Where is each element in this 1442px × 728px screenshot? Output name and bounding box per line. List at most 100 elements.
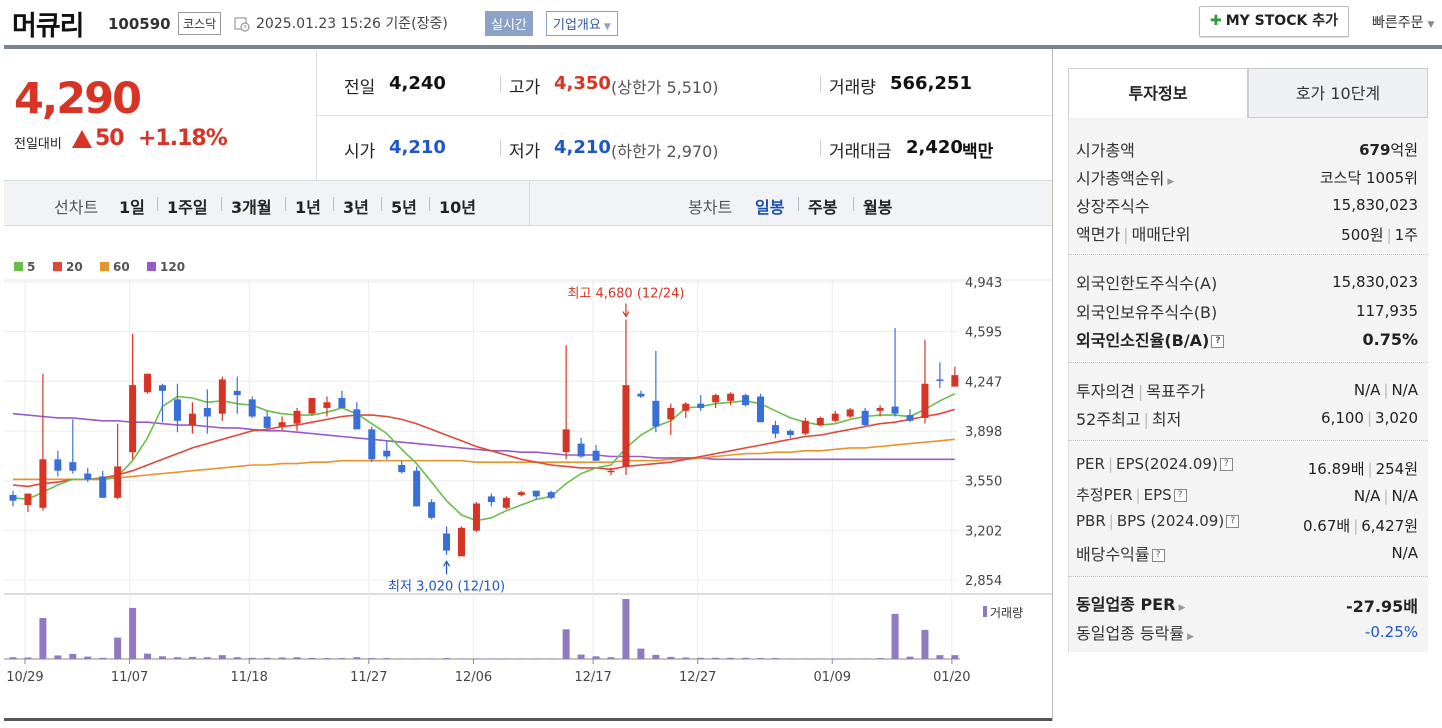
volume-bar (353, 657, 361, 659)
mystock-add-button[interactable]: ✚ MY STOCK 추가 (1199, 6, 1349, 37)
volume-legend-label: 거래량 (990, 606, 1023, 620)
candle-body (906, 415, 914, 421)
candle-body (443, 533, 451, 551)
help-icon[interactable]: ? (1219, 458, 1233, 471)
candle-body (129, 385, 137, 453)
volume-bar (891, 613, 899, 659)
candle-week[interactable]: 주봉 (808, 198, 838, 217)
candle-body (622, 385, 630, 467)
divider (429, 197, 430, 211)
low-label: 저가 (509, 142, 541, 162)
quick-order-link[interactable]: 빠른주문 ▼ (1372, 12, 1434, 32)
volume-bar (547, 658, 555, 660)
stock-name: 머큐리 (12, 11, 85, 42)
divider (1068, 254, 1428, 255)
candle-body (562, 429, 570, 453)
volume-bar (697, 657, 705, 659)
volume-bar (443, 658, 451, 660)
candle-body (188, 413, 196, 426)
par-label: 액면가 (1076, 225, 1121, 244)
candle-body (144, 373, 152, 393)
divider (1068, 362, 1428, 363)
tab-orderbook-10[interactable]: 호가 10단계 (1248, 68, 1428, 118)
volume-bar (248, 657, 256, 659)
market-cap-rank: 코스닥 1005위 (1319, 169, 1418, 187)
candle-body (99, 476, 107, 498)
volume-bar (622, 599, 630, 659)
investment-info-panel (1068, 118, 1428, 652)
sector-rate: -0.25% (1364, 623, 1418, 641)
dividend-label: 배당수익률? (1076, 541, 1165, 565)
period-1y[interactable]: 1년 (295, 198, 321, 217)
period-3m[interactable]: 3개월 (231, 198, 272, 217)
amount-label: 거래대금 (829, 142, 892, 162)
candle-body (338, 397, 346, 408)
candle-body (532, 490, 540, 497)
volume-bar (398, 658, 406, 660)
market-cap-rank-link[interactable]: 시가총액순위 ▶ (1076, 165, 1174, 189)
candle-body (84, 473, 92, 480)
legend-label: 20 (66, 260, 83, 274)
volume-bar (413, 658, 421, 660)
period-bar (4, 180, 1052, 226)
sector-per-link[interactable]: 동일업종 PER ▶ (1076, 591, 1185, 615)
period-1w[interactable]: 1주일 (167, 198, 208, 217)
candle-body (159, 385, 166, 391)
volume-bar (308, 657, 316, 659)
candle-body (248, 399, 256, 417)
caret-right-icon: ▶ (1167, 177, 1175, 187)
price-chart[interactable]: 5 20 60 120 4,943 4,595 4,247 3,898 3,550 3,202 2,… (0, 240, 1052, 690)
sector-per-label: 동일업종 PER (1076, 595, 1176, 614)
candle-body (607, 470, 615, 473)
x-tick-label: 11/27 (350, 670, 387, 685)
volume-bar (383, 658, 391, 660)
candle-body (592, 450, 600, 461)
corp-info-dropdown[interactable]: 기업개요 ▼ (546, 11, 618, 36)
candle-body (816, 417, 824, 426)
w52-value: 6,100 | 3,020 (1321, 409, 1418, 427)
period-1d[interactable]: 1일 (119, 198, 145, 217)
par-value: 500원 (1341, 226, 1384, 244)
help-icon[interactable]: ? (1226, 515, 1240, 528)
foreign-hold: 117,935 (1355, 302, 1418, 320)
candle-body (263, 416, 271, 428)
divider (157, 197, 158, 211)
realtime-button[interactable]: 실시간 (485, 11, 533, 36)
volume-bar (323, 658, 331, 660)
volume-bar (786, 658, 794, 660)
candle-day[interactable]: 일봉 (755, 198, 785, 217)
help-icon[interactable]: ? (1151, 549, 1165, 562)
candle-body (218, 379, 226, 414)
help-icon[interactable]: ? (1211, 335, 1225, 348)
x-tick-label: 01/20 (933, 670, 970, 685)
period-5y[interactable]: 5년 (391, 198, 417, 217)
upper-limit: (상한가 5,510) (611, 78, 719, 97)
volume-bar (742, 657, 750, 659)
tab-investment-info[interactable]: 투자정보 (1068, 68, 1248, 118)
period-3y[interactable]: 3년 (343, 198, 369, 217)
candle-body (786, 430, 794, 436)
stock-code: 100590 (108, 15, 171, 33)
y-tick-label: 4,247 (965, 375, 1002, 390)
help-icon[interactable]: ? (1173, 489, 1187, 502)
period-10y[interactable]: 10년 (439, 198, 476, 217)
volume-bar (368, 658, 376, 660)
y-tick-label: 3,550 (965, 475, 1002, 490)
candle-body (771, 425, 779, 434)
opinion: N/A (1353, 381, 1381, 399)
sector-rate-link[interactable]: 동일업종 등락률 ▶ (1076, 620, 1194, 644)
candle-month[interactable]: 월봉 (863, 198, 893, 217)
x-tick-label: 11/18 (230, 670, 267, 685)
quick-order-label: 빠른주문 (1372, 15, 1424, 31)
market-cap-unit: 억원 (1390, 141, 1418, 159)
divider (820, 75, 821, 93)
y-tick-label: 4,943 (965, 276, 1002, 291)
volume-bar (771, 658, 779, 660)
ma60-line (13, 438, 955, 481)
divider (1068, 440, 1428, 441)
sector-per: -27.95배 (1346, 597, 1418, 616)
volume-bar (428, 658, 436, 660)
candle-body (353, 409, 361, 430)
amount-value: 2,420 (906, 137, 963, 158)
mystock-label: MY STOCK 추가 (1225, 13, 1338, 29)
